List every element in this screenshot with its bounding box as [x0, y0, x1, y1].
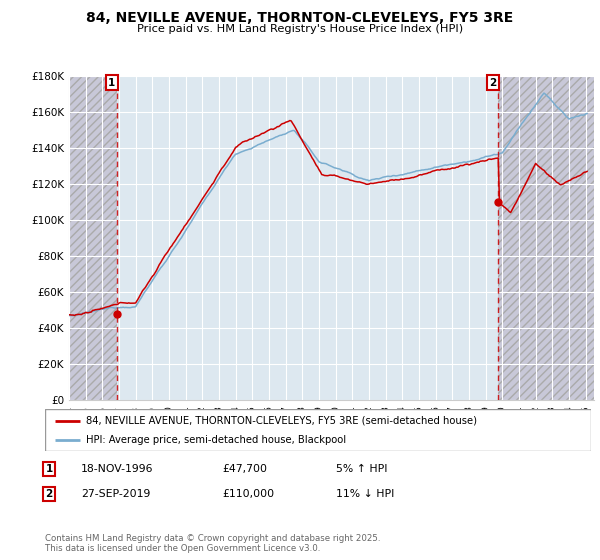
- Text: 2: 2: [46, 489, 53, 499]
- Text: 11% ↓ HPI: 11% ↓ HPI: [336, 489, 394, 499]
- Text: 18-NOV-1996: 18-NOV-1996: [81, 464, 154, 474]
- Text: 1: 1: [46, 464, 53, 474]
- Bar: [498, 76, 594, 400]
- Text: 84, NEVILLE AVENUE, THORNTON-CLEVELEYS, FY5 3RE: 84, NEVILLE AVENUE, THORNTON-CLEVELEYS, …: [86, 11, 514, 25]
- Text: £47,700: £47,700: [222, 464, 267, 474]
- Text: 84, NEVILLE AVENUE, THORNTON-CLEVELEYS, FY5 3RE (semi-detached house): 84, NEVILLE AVENUE, THORNTON-CLEVELEYS, …: [86, 416, 477, 426]
- Text: Contains HM Land Registry data © Crown copyright and database right 2025.
This d: Contains HM Land Registry data © Crown c…: [45, 534, 380, 553]
- Text: 27-SEP-2019: 27-SEP-2019: [81, 489, 151, 499]
- Bar: [69, 76, 117, 400]
- Text: 1: 1: [108, 78, 116, 88]
- Text: HPI: Average price, semi-detached house, Blackpool: HPI: Average price, semi-detached house,…: [86, 435, 346, 445]
- FancyBboxPatch shape: [45, 409, 591, 451]
- Text: 5% ↑ HPI: 5% ↑ HPI: [336, 464, 388, 474]
- Text: 2: 2: [490, 78, 497, 88]
- Text: £110,000: £110,000: [222, 489, 274, 499]
- Text: Price paid vs. HM Land Registry's House Price Index (HPI): Price paid vs. HM Land Registry's House …: [137, 24, 463, 34]
